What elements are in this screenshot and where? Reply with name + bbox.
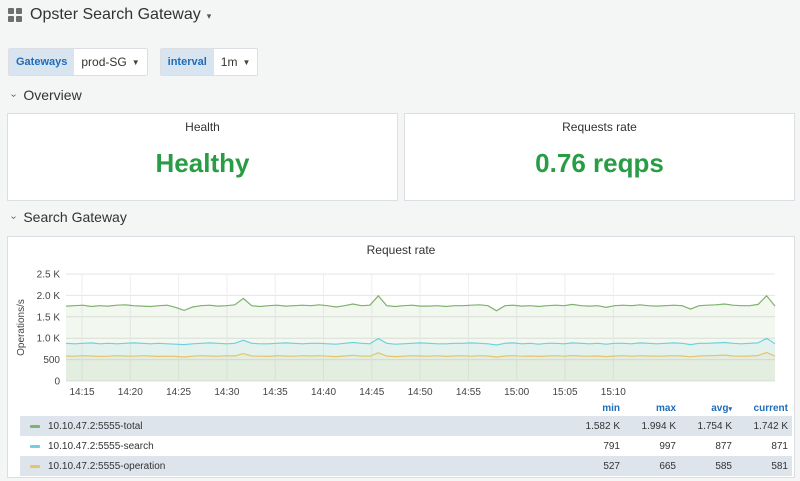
series-line-0 xyxy=(65,294,776,312)
series-area-2 xyxy=(66,352,775,381)
legend-max-value: 665 xyxy=(659,460,676,472)
requests-rate-panel-title[interactable]: Requests rate xyxy=(562,120,637,134)
x-tick-label: 14:35 xyxy=(263,387,288,397)
x-tick-label: 15:00 xyxy=(504,387,529,397)
legend-row-search[interactable]: 10.10.47.2:5555-search 791 997 877 871 xyxy=(20,436,792,456)
x-tick-label: 14:25 xyxy=(166,387,191,397)
x-tick-label: 15:05 xyxy=(552,387,577,397)
health-panel: Health Healthy xyxy=(7,113,398,201)
dashboard-grid-icon[interactable] xyxy=(8,8,22,22)
x-tick-label: 14:50 xyxy=(408,387,433,397)
row-search-gateway[interactable]: › Search Gateway xyxy=(8,209,127,225)
chevron-down-icon[interactable]: ▾ xyxy=(206,11,212,21)
legend-avg-header[interactable]: avg▾ xyxy=(680,403,736,414)
legend-series-name[interactable]: 10.10.47.2:5555-total xyxy=(48,420,143,432)
legend-max-value: 997 xyxy=(659,440,676,452)
dashboard-header: Opster Search Gateway ▾ xyxy=(8,4,211,26)
interval-variable-label: interval xyxy=(160,49,214,75)
gateways-select-value: prod-SG xyxy=(81,55,127,69)
legend-avg-value: 585 xyxy=(715,460,732,472)
chart-legend: min max avg▾ current 10.10.47.2:5555-tot… xyxy=(20,400,792,476)
legend-row-operation[interactable]: 10.10.47.2:5555-operation 527 665 585 58… xyxy=(20,456,792,476)
gateways-variable: Gateways prod-SG ▼ xyxy=(8,48,148,76)
x-tick-label: 14:20 xyxy=(118,387,143,397)
chevron-icon: › xyxy=(8,215,20,219)
legend-avg-value: 877 xyxy=(715,440,732,452)
series-line-2 xyxy=(65,351,776,358)
row-overview-title: Overview xyxy=(23,87,82,103)
legend-current-value: 871 xyxy=(771,440,788,452)
y-tick-label: 1.0 K xyxy=(37,334,61,345)
request-rate-panel-title[interactable]: Request rate xyxy=(366,243,436,257)
x-tick-label: 14:45 xyxy=(359,387,384,397)
y-tick-label: 500 xyxy=(43,355,60,366)
interval-select[interactable]: 1m ▼ xyxy=(213,49,258,75)
y-tick-label: 1.5 K xyxy=(37,312,61,323)
legend-max-header[interactable]: max xyxy=(655,402,676,414)
row-overview[interactable]: › Overview xyxy=(8,87,82,103)
y-axis-label: Operations/s xyxy=(16,299,27,356)
series-area-1 xyxy=(66,338,775,381)
series-color-swatch[interactable] xyxy=(30,424,40,428)
legend-min-value: 527 xyxy=(603,460,620,472)
series-color-swatch[interactable] xyxy=(30,444,40,448)
chevron-down-icon: ▼ xyxy=(131,57,140,67)
legend-current-value: 1.742 K xyxy=(753,420,788,432)
legend-series-name[interactable]: 10.10.47.2:5555-search xyxy=(48,440,154,452)
legend-row-total[interactable]: 10.10.47.2:5555-total 1.582 K 1.994 K 1.… xyxy=(20,416,792,436)
legend-min-value: 1.582 K xyxy=(585,420,620,432)
x-tick-label: 14:30 xyxy=(214,387,239,397)
health-panel-title[interactable]: Health xyxy=(185,120,220,134)
dashboard-title[interactable]: Opster Search Gateway xyxy=(30,6,201,23)
series-line-1 xyxy=(65,337,776,346)
x-tick-label: 15:10 xyxy=(601,387,626,397)
x-tick-label: 14:55 xyxy=(456,387,481,397)
gateways-variable-label: Gateways xyxy=(9,49,75,75)
legend-avg-header-label: avg xyxy=(711,402,729,414)
interval-select-value: 1m xyxy=(220,55,238,69)
legend-max-value: 1.994 K xyxy=(641,420,676,432)
legend-min-value: 791 xyxy=(603,440,620,452)
legend-min-header[interactable]: min xyxy=(602,402,620,414)
legend-avg-value: 1.754 K xyxy=(697,420,732,432)
template-variables: Gateways prod-SG ▼ interval 1m ▼ xyxy=(8,48,270,76)
chevron-icon: › xyxy=(8,93,20,97)
legend-current-value: 581 xyxy=(771,460,788,472)
request-rate-chart[interactable]: 2.5 K 2.0 K 1.5 K 1.0 K 500 0 14:15 14:20 14:25 1… xyxy=(8,237,794,397)
interval-variable: interval 1m ▼ xyxy=(159,48,259,76)
gateways-select[interactable]: prod-SG ▼ xyxy=(74,49,147,75)
chevron-down-icon: ▼ xyxy=(242,57,251,67)
series-area-0 xyxy=(66,295,775,381)
x-tick-label: 14:40 xyxy=(311,387,336,397)
series-color-swatch[interactable] xyxy=(30,464,40,468)
legend-current-header[interactable]: current xyxy=(753,402,788,414)
request-rate-panel: Request rate 2.5 K 2.0 K 1.5 K 1.0 K 500 0 14:… xyxy=(7,236,795,478)
y-tick-label: 0 xyxy=(54,377,60,388)
x-tick-label: 14:15 xyxy=(69,387,94,397)
y-tick-label: 2.5 K xyxy=(37,270,61,281)
health-value: Healthy xyxy=(155,148,250,178)
requests-rate-value: 0.76 reqps xyxy=(535,148,664,178)
sort-desc-icon: ▾ xyxy=(728,405,732,413)
row-search-gateway-title: Search Gateway xyxy=(23,209,127,225)
requests-rate-panel: Requests rate 0.76 reqps xyxy=(404,113,795,201)
legend-header: min max avg▾ current xyxy=(20,400,792,416)
legend-series-name[interactable]: 10.10.47.2:5555-operation xyxy=(48,460,166,472)
y-tick-label: 2.0 K xyxy=(37,291,61,302)
